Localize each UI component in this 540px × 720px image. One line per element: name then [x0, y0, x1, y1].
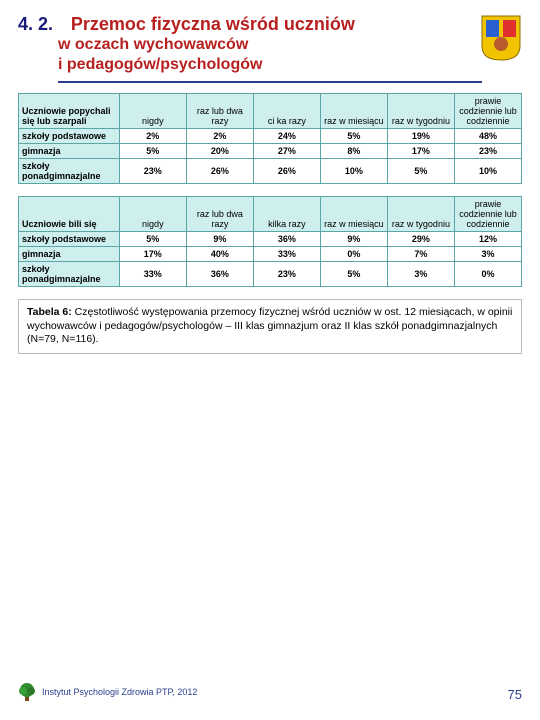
col-header: raz w tygodniu [387, 94, 454, 129]
table-row: szkoły ponadgimnazjalne 33% 36% 23% 5% 3… [19, 262, 522, 287]
cell: 29% [387, 232, 454, 247]
page-number: 75 [508, 687, 522, 702]
cell: 27% [253, 144, 320, 159]
col-header: prawie codziennie lub codziennie [454, 197, 521, 232]
col-header: raz w tygodniu [387, 197, 454, 232]
title-subtitle-line2: i pedagogów/psychologów [58, 55, 474, 75]
cell: 36% [186, 262, 253, 287]
cell: 5% [320, 262, 387, 287]
cell: 12% [454, 232, 521, 247]
cell: 20% [186, 144, 253, 159]
footer-institute: Instytut Psychologii Zdrowia PTP, 2012 [42, 687, 197, 697]
cell: 17% [387, 144, 454, 159]
cell: 0% [454, 262, 521, 287]
cell: 23% [119, 159, 186, 184]
table-row: gimnazja 5% 20% 27% 8% 17% 23% [19, 144, 522, 159]
cell: 7% [387, 247, 454, 262]
row-label: szkoły podstawowe [19, 129, 120, 144]
tree-icon [18, 682, 36, 702]
cell: 24% [253, 129, 320, 144]
table-lead: Uczniowie bili się [19, 197, 120, 232]
col-header: raz w miesiącu [320, 197, 387, 232]
col-header: raz lub dwa razy [186, 94, 253, 129]
table-row: szkoły podstawowe 2% 2% 24% 5% 19% 48% [19, 129, 522, 144]
cell: 3% [454, 247, 521, 262]
row-label: szkoły podstawowe [19, 232, 120, 247]
cell: 2% [119, 129, 186, 144]
cell: 3% [387, 262, 454, 287]
cell: 26% [186, 159, 253, 184]
header-rule [58, 81, 482, 83]
table-row: szkoły podstawowe 5% 9% 36% 9% 29% 12% [19, 232, 522, 247]
cell: 17% [119, 247, 186, 262]
cell: 10% [454, 159, 521, 184]
cell: 23% [253, 262, 320, 287]
cell: 10% [320, 159, 387, 184]
row-label: gimnazja [19, 247, 120, 262]
table-caption: Tabela 6: Częstotliwość występowania prz… [18, 299, 522, 354]
cell: 8% [320, 144, 387, 159]
cell: 5% [320, 129, 387, 144]
cell: 26% [253, 159, 320, 184]
cell: 23% [454, 144, 521, 159]
table-row: szkoły ponadgimnazjalne 23% 26% 26% 10% … [19, 159, 522, 184]
cell: 0% [320, 247, 387, 262]
cell: 5% [119, 232, 186, 247]
title-subtitle-line1: w oczach wychowawców [58, 35, 474, 55]
slide-header: 4. 2. Przemoc fizyczna wśród uczniów w o… [18, 14, 522, 75]
caption-label: Tabela 6: [27, 306, 72, 318]
row-label: szkoły ponadgimnazjalne [19, 262, 120, 287]
cell: 5% [387, 159, 454, 184]
cell: 19% [387, 129, 454, 144]
title-main: Przemoc fizyczna wśród uczniów [71, 14, 355, 34]
col-header: prawie codziennie lub codziennie [454, 94, 521, 129]
slide-footer: Instytut Psychologii Zdrowia PTP, 2012 7… [18, 682, 522, 702]
col-header: ci ka razy [253, 94, 320, 129]
section-number: 4. 2. [18, 14, 53, 34]
title-block: 4. 2. Przemoc fizyczna wśród uczniów w o… [18, 14, 474, 75]
table-row: gimnazja 17% 40% 33% 0% 7% 3% [19, 247, 522, 262]
row-label: gimnazja [19, 144, 120, 159]
col-header: nigdy [119, 197, 186, 232]
col-header: nigdy [119, 94, 186, 129]
col-header: kilka razy [253, 197, 320, 232]
cell: 33% [119, 262, 186, 287]
caption-text: Częstotliwość występowania przemocy fizy… [27, 306, 512, 345]
cell: 9% [320, 232, 387, 247]
col-header: raz w miesiącu [320, 94, 387, 129]
cell: 48% [454, 129, 521, 144]
table-fighting: Uczniowie bili się nigdy raz lub dwa raz… [18, 196, 522, 287]
col-header: raz lub dwa razy [186, 197, 253, 232]
crest-icon [480, 14, 522, 62]
cell: 40% [186, 247, 253, 262]
row-label: szkoły ponadgimnazjalne [19, 159, 120, 184]
cell: 5% [119, 144, 186, 159]
cell: 33% [253, 247, 320, 262]
cell: 2% [186, 129, 253, 144]
table-lead: Uczniowie popychali się lub szarpali [19, 94, 120, 129]
cell: 9% [186, 232, 253, 247]
table-pushing: Uczniowie popychali się lub szarpali nig… [18, 93, 522, 184]
cell: 36% [253, 232, 320, 247]
